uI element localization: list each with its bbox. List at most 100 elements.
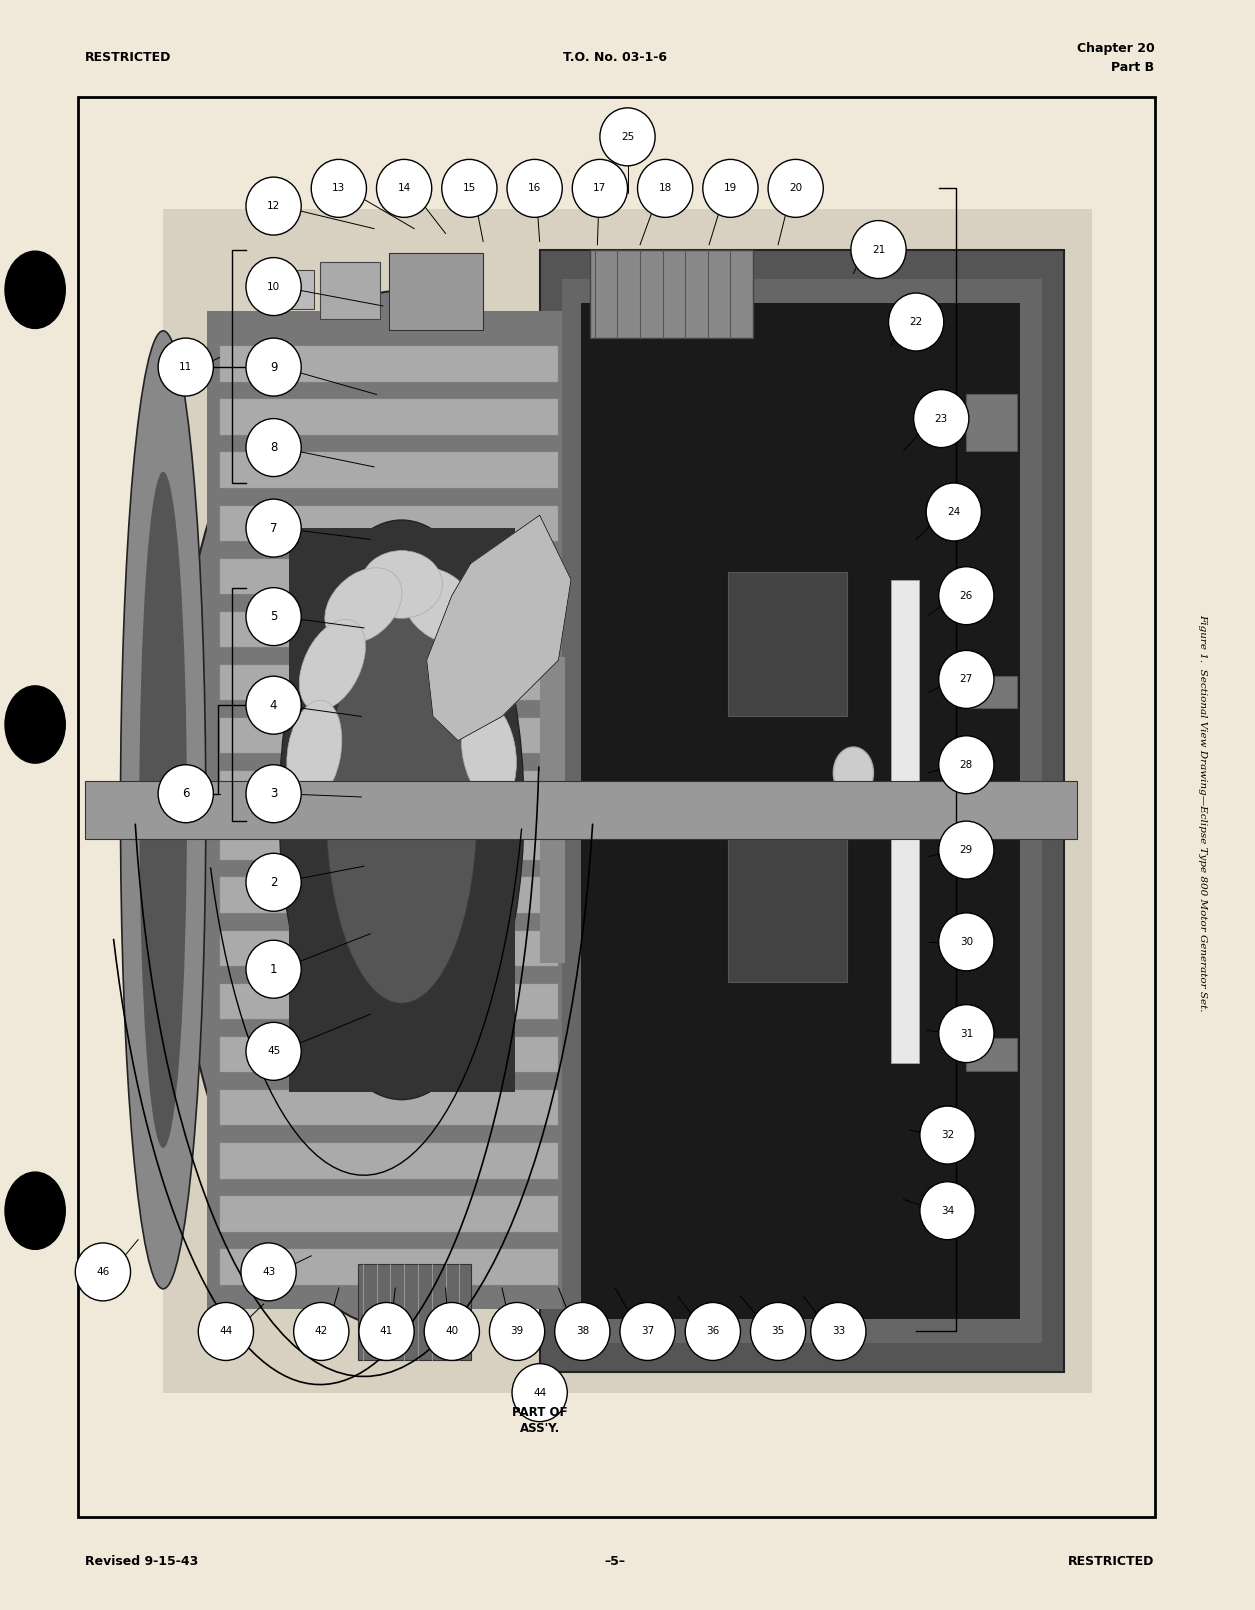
Ellipse shape	[246, 258, 301, 316]
Bar	[966, 676, 1017, 708]
Ellipse shape	[311, 159, 366, 217]
Circle shape	[5, 1172, 65, 1249]
Ellipse shape	[462, 700, 517, 803]
Bar	[220, 1196, 558, 1232]
Ellipse shape	[246, 676, 301, 734]
Bar	[220, 877, 558, 913]
Circle shape	[5, 251, 65, 328]
Text: 37: 37	[641, 1327, 654, 1336]
Ellipse shape	[280, 520, 525, 1100]
Text: 5: 5	[270, 610, 277, 623]
Ellipse shape	[241, 1243, 296, 1301]
Text: 12: 12	[267, 201, 280, 211]
Ellipse shape	[600, 108, 655, 166]
Circle shape	[5, 686, 65, 763]
Ellipse shape	[768, 159, 823, 217]
Text: 43: 43	[262, 1267, 275, 1277]
Text: 18: 18	[659, 184, 671, 193]
Ellipse shape	[325, 568, 402, 644]
Text: 3: 3	[270, 787, 277, 800]
Text: 7: 7	[270, 522, 277, 535]
Text: 15: 15	[463, 184, 476, 193]
Text: 4: 4	[270, 699, 277, 712]
Bar	[220, 771, 558, 807]
Bar	[220, 559, 558, 594]
Ellipse shape	[424, 1302, 479, 1360]
Ellipse shape	[246, 940, 301, 998]
Ellipse shape	[811, 1302, 866, 1360]
Ellipse shape	[939, 1005, 994, 1063]
Bar	[320, 262, 380, 319]
Bar	[562, 1319, 1042, 1343]
Bar	[220, 665, 558, 700]
Bar	[85, 781, 1077, 839]
Bar	[78, 97, 1155, 1517]
Bar	[220, 452, 558, 488]
Ellipse shape	[638, 159, 693, 217]
Bar	[220, 1090, 558, 1125]
Bar	[966, 789, 1017, 821]
Ellipse shape	[489, 1302, 545, 1360]
Bar	[590, 250, 753, 338]
Bar	[728, 789, 847, 982]
Bar	[562, 279, 1042, 1343]
Bar	[891, 580, 919, 1063]
Polygon shape	[427, 515, 571, 741]
Ellipse shape	[361, 551, 443, 618]
Ellipse shape	[939, 650, 994, 708]
Ellipse shape	[685, 1302, 740, 1360]
Text: 46: 46	[97, 1267, 109, 1277]
Text: 2: 2	[270, 876, 277, 889]
Ellipse shape	[939, 821, 994, 879]
Text: Figure 1.  Sectional View Drawing—Eclipse Type 800 Motor Generator Set.: Figure 1. Sectional View Drawing—Eclipse…	[1197, 615, 1207, 1011]
Ellipse shape	[620, 1302, 675, 1360]
Bar	[220, 931, 558, 966]
Bar	[220, 346, 558, 382]
Ellipse shape	[507, 159, 562, 217]
Text: 20: 20	[789, 184, 802, 193]
Text: 19: 19	[724, 184, 737, 193]
Ellipse shape	[169, 290, 634, 1330]
Bar	[728, 572, 847, 716]
Ellipse shape	[920, 1182, 975, 1240]
Text: 44: 44	[220, 1327, 232, 1336]
Text: 9: 9	[270, 361, 277, 374]
Ellipse shape	[939, 913, 994, 971]
Text: 22: 22	[910, 317, 922, 327]
Bar	[389, 253, 483, 330]
Bar	[220, 1249, 558, 1285]
Bar	[220, 1143, 558, 1179]
Text: RESTRICTED: RESTRICTED	[1068, 1555, 1155, 1568]
Ellipse shape	[326, 617, 477, 1003]
Text: 33: 33	[832, 1327, 845, 1336]
Ellipse shape	[246, 765, 301, 823]
Text: 10: 10	[267, 282, 280, 291]
Text: 36: 36	[707, 1327, 719, 1336]
Text: 31: 31	[960, 1029, 973, 1038]
Ellipse shape	[555, 1302, 610, 1360]
Text: 38: 38	[576, 1327, 589, 1336]
Text: 28: 28	[960, 760, 973, 770]
Ellipse shape	[438, 620, 505, 710]
Ellipse shape	[851, 221, 906, 279]
Text: T.O. No. 03-1-6: T.O. No. 03-1-6	[563, 52, 666, 64]
Bar	[220, 984, 558, 1019]
Text: 23: 23	[935, 414, 948, 423]
Ellipse shape	[299, 620, 365, 710]
Text: 21: 21	[872, 245, 885, 254]
Ellipse shape	[286, 700, 341, 803]
Ellipse shape	[246, 419, 301, 477]
Text: Part B: Part B	[1112, 61, 1155, 74]
Ellipse shape	[920, 1106, 975, 1164]
Text: 8: 8	[270, 441, 277, 454]
Text: 25: 25	[621, 132, 634, 142]
Ellipse shape	[139, 472, 187, 1148]
Bar	[220, 506, 558, 541]
Bar	[220, 399, 558, 435]
Text: 39: 39	[511, 1327, 523, 1336]
Text: PART OF
ASS'Y.: PART OF ASS'Y.	[512, 1406, 567, 1435]
Text: –5–: –5–	[605, 1555, 625, 1568]
Text: 45: 45	[267, 1046, 280, 1056]
Ellipse shape	[246, 853, 301, 911]
Bar	[966, 394, 1017, 451]
